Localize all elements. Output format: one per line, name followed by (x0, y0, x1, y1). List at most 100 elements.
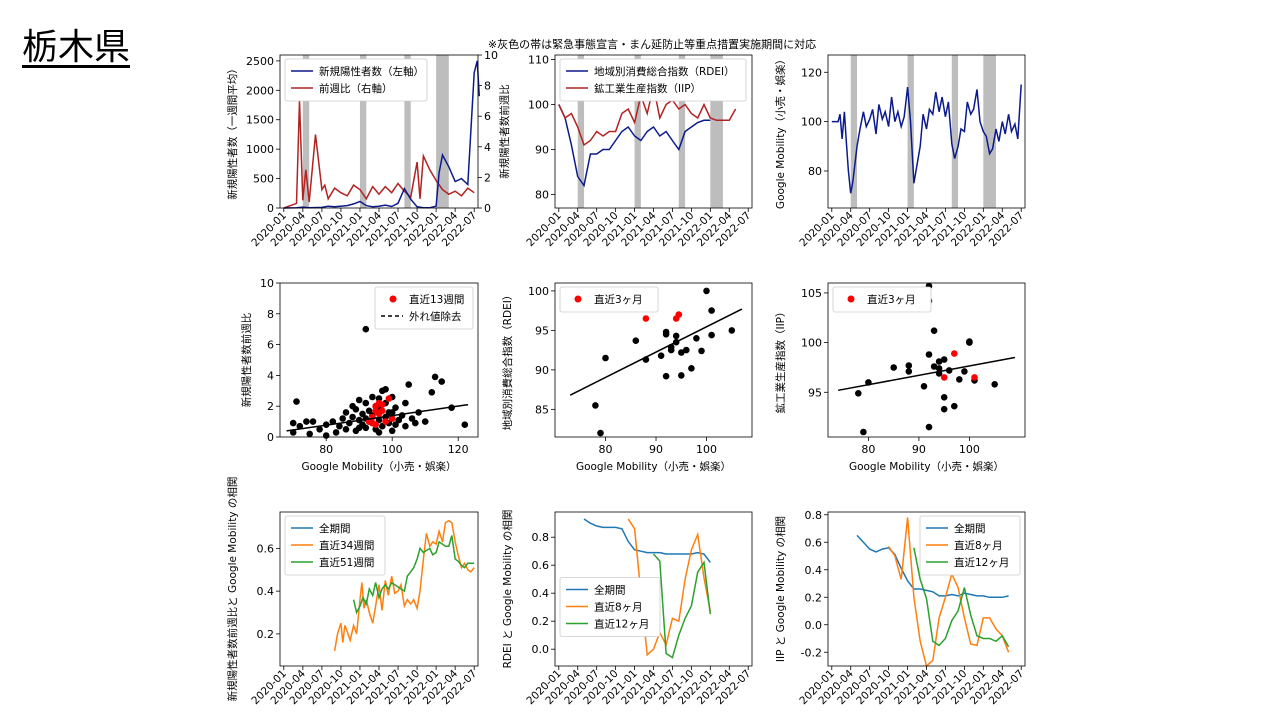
mobility-ylabel: Google Mobility（小売・娯楽） (774, 54, 787, 209)
mobility-ytick-label: 100 (801, 116, 822, 129)
scatter_cases-point (392, 404, 399, 412)
rdei_iip-series-iip (558, 86, 737, 147)
scatter_iip-point (920, 383, 928, 390)
scatter_cases-point (395, 416, 403, 424)
scatter_iip-point (935, 365, 943, 372)
corr_iip-ytick-label: 0.2 (805, 591, 823, 604)
cases-y2tick-label: 2 (484, 171, 491, 184)
scatter_cases-ytick-label: 10 (260, 277, 274, 290)
corr_cases-ytick-label: 0.4 (257, 585, 275, 598)
scatter_cases-xtick-label: 120 (448, 443, 469, 456)
scatter_cases-point (355, 396, 363, 404)
scatter_iip-point (925, 351, 933, 358)
scatter_iip-point (951, 402, 958, 410)
scatter_cases-recent-point (388, 415, 396, 422)
scatter_cases-point (336, 422, 343, 430)
scatter_rdei-point (672, 332, 680, 340)
corr_cases-legend-label: 直近51週間 (319, 556, 374, 569)
scatter_cases-xlabel: Google Mobility（小売・娯楽） (301, 460, 456, 473)
corr_cases-ytick-label: 0.2 (257, 628, 275, 641)
scatter_cases-point (342, 426, 350, 433)
scatter_cases-point (342, 409, 350, 416)
scatter_rdei-legend-marker (574, 295, 582, 303)
cases-ytick-label: 1500 (246, 114, 274, 127)
rdei_iip-emergency-band (577, 55, 585, 208)
mobility-series-mobility (831, 84, 1022, 194)
scatter_cases-legend-label: 直近13週間 (409, 293, 464, 306)
scatter_rdei-point (602, 354, 609, 362)
scatter_rdei-ytick-label: 95 (535, 324, 549, 337)
scatter_iip-point (940, 405, 948, 413)
scatter_iip-point (930, 363, 938, 370)
scatter_rdei-xtick-label: 90 (649, 443, 663, 456)
cases-ytick-label: 0 (267, 202, 274, 215)
corr_rdei-ytick-label: 0.2 (532, 615, 550, 628)
scatter_iip-ytick-label: 105 (801, 287, 822, 300)
scatter_cases-point (296, 422, 304, 430)
corr_rdei-series-s0 (583, 518, 711, 563)
corr_cases-ylabel: 新規陽性者数前週比と Google Mobility の相関 (226, 477, 239, 702)
scatter_cases-point (412, 419, 419, 427)
corr_rdei-ytick-label: 0.6 (532, 559, 550, 572)
scatter_cases-recent-point (372, 421, 380, 429)
scatter_iip-recent-point (951, 350, 958, 357)
scatter_rdei-point (708, 307, 715, 314)
scatter_iip-point (940, 356, 948, 363)
scatter_cases-xtick-label: 100 (382, 443, 403, 456)
cases-y2tick-label: 10 (484, 49, 498, 62)
corr_iip-legend-box (919, 515, 1021, 576)
scatter_cases-point (375, 395, 383, 402)
scatter_cases-point (402, 422, 409, 430)
scatter_iip-ytick-label: 95 (808, 386, 822, 399)
rdei_iip-emergency-band (678, 55, 686, 208)
scatter_rdei-ytick-label: 85 (535, 403, 549, 416)
scatter_cases-ytick-label: 2 (267, 400, 274, 413)
corr_iip-legend-label: 直近12ヶ月 (954, 556, 1009, 569)
scatter_iip-frame (827, 282, 1026, 438)
corr_cases-series-s2 (352, 535, 475, 615)
cases-ytick-label: 500 (253, 173, 274, 186)
cases-y2tick-label: 4 (484, 141, 491, 154)
scatter_rdei-ylabel: 地域別消費総合指数（RDEI） (501, 290, 514, 431)
corr_cases-legend-label: 全期間 (319, 522, 351, 535)
cases-emergency-band (302, 55, 310, 208)
scatter_cases-point (388, 409, 396, 416)
scatter_cases-ylabel: 新規陽性者数前週比 (240, 313, 253, 408)
scatter_cases-point (375, 429, 383, 436)
scatter_rdei-legend: 直近3ヶ月 (559, 286, 659, 313)
scatter_cases-point (349, 413, 356, 421)
scatter_iip-xlabel: Google Mobility（小売・娯楽） (849, 460, 1004, 473)
scatter_iip-xtick-label: 90 (912, 443, 926, 456)
scatter_rdei-legend-box (559, 286, 659, 313)
scatter_cases-point (392, 421, 399, 429)
scatter_cases-recent-point (379, 407, 386, 415)
slide-note: ※灰色の帯は緊急事態宣言・まん延防止等重点措置実施期間に対応 (488, 37, 816, 51)
scatter_rdei-ytick-label: 90 (535, 364, 549, 377)
corr_cases-legend-box (284, 515, 386, 576)
scatter_iip-xtick-label: 100 (959, 443, 980, 456)
scatter_rdei-ytick-label: 100 (528, 285, 549, 298)
scatter_cases-ytick-label: 6 (267, 339, 274, 352)
corr_iip-ylabel: IIP と Google Mobility の相関 (774, 516, 787, 662)
slide-title: 栃木県 (22, 27, 131, 68)
scatter_cases-xtick-label: 80 (319, 443, 333, 456)
rdei_iip-ytick-label: 90 (535, 144, 549, 157)
corr_iip-legend-label: 全期間 (954, 522, 986, 535)
scatter_cases-recent-point (379, 401, 386, 409)
scatter_cases-point (293, 398, 300, 405)
scatter_cases-point (431, 373, 439, 381)
corr_rdei-ytick-label: 0.4 (532, 587, 550, 600)
rdei_iip-series-rdei (558, 104, 711, 188)
scatter_iip-fit-line (837, 356, 1016, 392)
mobility-ytick-label: 120 (801, 66, 822, 79)
rdei_iip-emergency-band (634, 55, 641, 208)
corr_rdei-legend-box (559, 577, 661, 637)
corr_iip-ytick-label: 0.4 (805, 564, 823, 577)
rdei_iip-ytick-label: 80 (535, 189, 549, 202)
mobility-emergency-band (850, 55, 858, 208)
scatter_rdei-point (657, 352, 665, 360)
scatter_iip-point (956, 376, 963, 383)
scatter_rdei-point (703, 287, 710, 295)
scatter_rdei-recent-point (675, 311, 683, 318)
